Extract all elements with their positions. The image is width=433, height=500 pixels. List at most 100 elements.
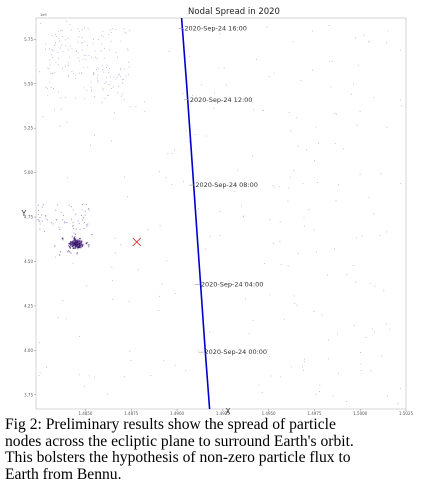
particle-node bbox=[107, 64, 108, 66]
particle-node bbox=[75, 51, 77, 52]
particle-node bbox=[288, 112, 290, 114]
particle-node bbox=[37, 218, 39, 220]
particle-node bbox=[159, 225, 161, 227]
particle-node bbox=[363, 34, 365, 36]
particle-node bbox=[112, 298, 114, 300]
particle-node bbox=[54, 43, 56, 45]
particle-node bbox=[57, 64, 59, 66]
particle-node bbox=[186, 129, 188, 131]
particle-node bbox=[67, 62, 69, 64]
particle-node bbox=[97, 79, 99, 81]
particle-node bbox=[112, 86, 114, 88]
particle-node bbox=[72, 209, 74, 211]
particle-node bbox=[182, 92, 184, 94]
particle-node bbox=[350, 93, 352, 95]
particle-node bbox=[114, 237, 116, 239]
particle-node bbox=[55, 62, 57, 63]
particle-node bbox=[45, 218, 47, 220]
particle-node bbox=[125, 32, 127, 34]
particle-node bbox=[70, 206, 72, 208]
particle-node bbox=[55, 218, 57, 221]
particle-node bbox=[62, 51, 64, 52]
particle-node bbox=[102, 30, 104, 32]
particle-node bbox=[73, 232, 75, 234]
particle-node bbox=[236, 169, 238, 171]
particle-node bbox=[109, 29, 111, 31]
particle-node bbox=[53, 88, 54, 89]
particle-node bbox=[194, 134, 196, 135]
particle-node bbox=[360, 363, 362, 365]
particle-node bbox=[261, 392, 263, 394]
particle-node bbox=[75, 228, 77, 230]
cluster-node bbox=[80, 247, 82, 249]
particle-node bbox=[62, 300, 64, 302]
particle-node bbox=[171, 153, 173, 154]
cluster-node bbox=[76, 245, 79, 247]
particle-node bbox=[39, 71, 40, 73]
particle-node bbox=[105, 81, 107, 83]
particle-node bbox=[110, 88, 112, 89]
particle-node bbox=[77, 52, 79, 54]
particle-node bbox=[292, 41, 294, 43]
cluster-node bbox=[67, 251, 69, 253]
particle-node bbox=[41, 206, 43, 208]
x-tick-label: 1.4875 bbox=[124, 411, 138, 415]
particle-cluster bbox=[54, 233, 93, 256]
particle-node bbox=[87, 28, 89, 30]
particle-node bbox=[39, 223, 41, 225]
particle-node bbox=[66, 222, 68, 224]
particle-node bbox=[209, 235, 211, 237]
particle-node bbox=[61, 44, 63, 46]
cluster-node bbox=[70, 244, 72, 247]
particle-node bbox=[386, 127, 388, 129]
x-tick-label: 1.4950 bbox=[262, 411, 276, 415]
particle-node bbox=[81, 49, 83, 51]
particle-node bbox=[93, 73, 95, 75]
particle-node bbox=[39, 228, 41, 230]
particle-node bbox=[321, 314, 323, 316]
particle-node bbox=[91, 89, 93, 91]
particle-node bbox=[119, 67, 121, 69]
particle-nodes bbox=[37, 21, 403, 405]
particle-node bbox=[245, 298, 246, 300]
particle-node bbox=[191, 94, 193, 96]
particle-node bbox=[137, 269, 139, 271]
particle-node bbox=[335, 200, 337, 202]
particle-node bbox=[49, 48, 50, 50]
particle-node bbox=[122, 82, 123, 84]
particle-node bbox=[64, 221, 66, 223]
cluster-node bbox=[76, 243, 78, 246]
particle-node bbox=[368, 40, 370, 42]
particle-node bbox=[222, 285, 224, 287]
particle-node bbox=[91, 56, 92, 58]
particle-node bbox=[273, 186, 275, 188]
cluster-node bbox=[80, 240, 83, 243]
particle-node bbox=[123, 28, 125, 30]
particle-node bbox=[108, 84, 110, 85]
particle-node bbox=[38, 375, 40, 376]
particle-node bbox=[123, 99, 125, 101]
particle-node bbox=[92, 43, 94, 45]
particle-node bbox=[48, 68, 50, 70]
particle-node bbox=[39, 342, 41, 344]
particle-node bbox=[84, 210, 86, 212]
particle-node bbox=[65, 45, 67, 47]
cluster-node bbox=[59, 251, 62, 253]
particle-node bbox=[355, 237, 357, 239]
particle-node bbox=[60, 109, 62, 111]
cluster-node bbox=[88, 244, 90, 246]
particle-node bbox=[184, 370, 186, 372]
cluster-node bbox=[67, 245, 70, 247]
particle-node bbox=[104, 47, 106, 49]
particle-node bbox=[219, 235, 221, 237]
particle-node bbox=[129, 66, 131, 68]
time-label: 2020-Sep-24 12:00 bbox=[190, 96, 253, 104]
particle-node bbox=[39, 216, 41, 218]
particle-node bbox=[293, 295, 295, 297]
particle-node bbox=[316, 182, 318, 183]
y-tick-label: 4.50 bbox=[24, 259, 33, 264]
particle-node bbox=[42, 204, 44, 206]
particle-node bbox=[83, 87, 85, 89]
particle-node bbox=[290, 130, 292, 132]
cluster-node bbox=[74, 239, 76, 242]
